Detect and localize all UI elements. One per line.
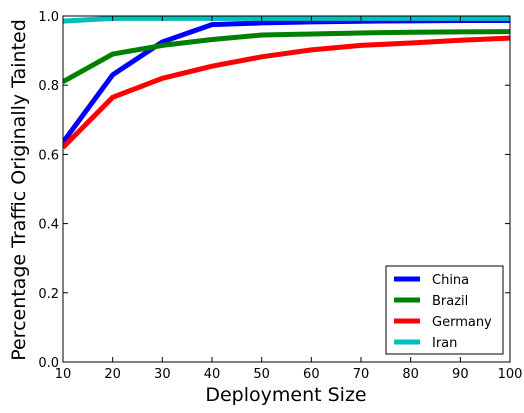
y-axis-title: Percentage Traffic Originally Tainted [8, 19, 30, 361]
x-tick-label: 30 [154, 367, 171, 382]
y-tick-label: 0.4 [38, 218, 59, 233]
x-axis-title: Deployment Size [205, 384, 366, 406]
legend-label-brazil: Brazil [432, 294, 468, 309]
y-tick-label: 0.6 [38, 148, 59, 163]
plot-frame-rect [62, 15, 511, 363]
series-line-germany [63, 35, 510, 150]
x-tick-label: 100 [498, 367, 523, 382]
x-tick-label: 70 [353, 367, 370, 382]
x-tick-label: 60 [303, 367, 320, 382]
legend-label-china: China [432, 273, 469, 288]
legend-label-germany: Germany [432, 315, 492, 330]
y-tick-label: 0.2 [38, 287, 59, 302]
series-layer [63, 16, 510, 150]
legend: China Brazil Germany Iran [385, 265, 504, 355]
ticks-layer: 10 20 30 40 50 60 70 80 90 100 0.0 0.2 0.4 0.6 0.8 1.0 [38, 10, 522, 382]
plot-frame [62, 15, 511, 363]
x-tick-label: 10 [55, 367, 72, 382]
x-tick-label: 90 [452, 367, 469, 382]
y-tick-label: 0.8 [38, 79, 59, 94]
series-line-iran [63, 16, 510, 24]
x-tick-label: 80 [402, 367, 419, 382]
x-tick-label: 20 [104, 367, 121, 382]
x-tick-label: 40 [204, 367, 221, 382]
legend-label-iran: Iran [432, 336, 457, 351]
y-tick-label: 0.0 [38, 356, 59, 371]
series-line-brazil [63, 29, 510, 84]
x-tick-label: 50 [253, 367, 270, 382]
y-tick-label: 1.0 [38, 10, 59, 25]
